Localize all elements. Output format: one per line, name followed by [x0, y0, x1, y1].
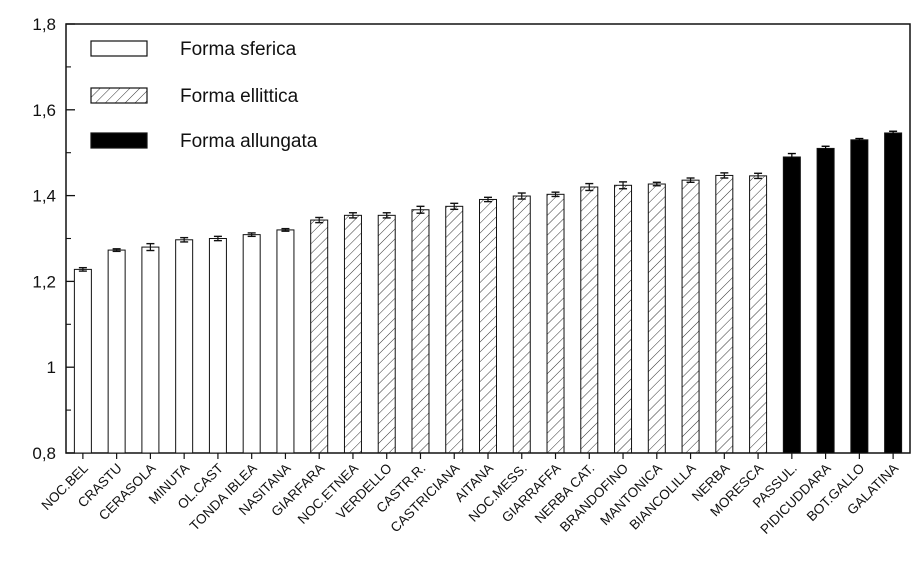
legend-label: Forma allungata: [180, 131, 318, 152]
bars: [73, 130, 903, 454]
y-tick-label: 1,2: [32, 272, 56, 291]
bar: [175, 239, 194, 454]
bar: [715, 174, 734, 454]
bar: [141, 246, 160, 454]
bar: [276, 229, 295, 454]
bar: [884, 132, 903, 454]
bar: [411, 209, 430, 454]
legend-label: Forma ellittica: [180, 86, 299, 107]
bar: [647, 183, 666, 454]
bar: [310, 219, 329, 454]
bar: [73, 268, 92, 454]
legend-label: Forma sferica: [180, 39, 297, 60]
y-tick-label: 1,6: [32, 101, 56, 120]
bar: [580, 186, 599, 454]
bar: [377, 214, 396, 454]
y-tick-label: 1,8: [32, 15, 56, 34]
legend-swatch: [90, 40, 148, 57]
bar: [749, 175, 768, 454]
legend: Forma sferica Forma ellittica Forma allung…: [90, 39, 318, 152]
legend-swatch: [90, 87, 148, 104]
bar: [546, 193, 565, 454]
bar: [512, 195, 531, 454]
bar: [479, 198, 497, 454]
bar: [445, 205, 464, 454]
bar: [208, 238, 227, 454]
bar: [850, 139, 869, 454]
bar: [107, 249, 126, 454]
legend-swatch: [90, 132, 148, 149]
axes: 0,811,21,41,61,8NOC.BELCRASTUCERASOLAMIN…: [32, 15, 911, 537]
bar: [343, 214, 362, 454]
bar: [614, 184, 633, 454]
bar: [242, 234, 261, 454]
bar: [816, 147, 835, 454]
y-tick-label: 0,8: [32, 444, 56, 463]
y-tick-label: 1,4: [32, 187, 56, 206]
y-tick-label: 1: [47, 358, 56, 377]
bar: [681, 179, 700, 454]
bar: [782, 156, 801, 454]
